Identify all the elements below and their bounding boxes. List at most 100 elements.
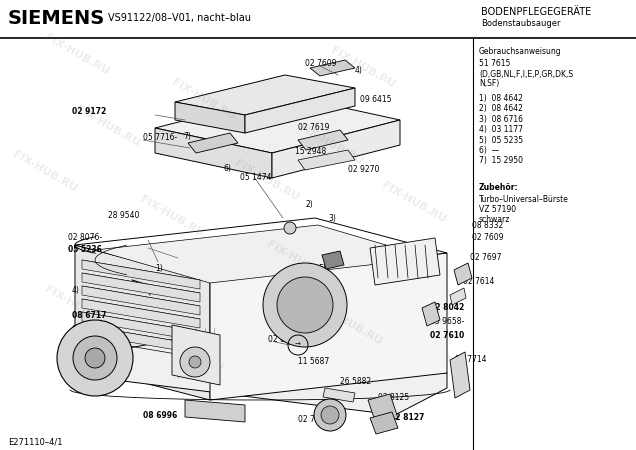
Text: 02 9172: 02 9172 bbox=[72, 108, 106, 117]
Text: 11 5687: 11 5687 bbox=[298, 357, 329, 366]
Text: 5)  05 5235: 5) 05 5235 bbox=[479, 135, 523, 144]
Text: 6): 6) bbox=[224, 163, 232, 172]
Circle shape bbox=[189, 356, 201, 368]
Text: 5): 5) bbox=[318, 264, 326, 273]
Circle shape bbox=[277, 277, 333, 333]
Text: 02 7606: 02 7606 bbox=[298, 415, 329, 424]
Text: E271110–4/1: E271110–4/1 bbox=[8, 437, 62, 446]
Polygon shape bbox=[450, 352, 470, 398]
Polygon shape bbox=[188, 133, 238, 153]
Text: 05 7716-: 05 7716- bbox=[143, 132, 177, 141]
Text: 1): 1) bbox=[155, 264, 163, 273]
Text: FIX-HUB.RU: FIX-HUB.RU bbox=[297, 122, 364, 166]
Text: FIX-HUB.RU: FIX-HUB.RU bbox=[316, 302, 384, 346]
Polygon shape bbox=[155, 128, 272, 178]
Polygon shape bbox=[82, 286, 200, 315]
Polygon shape bbox=[75, 218, 447, 280]
Polygon shape bbox=[82, 299, 200, 328]
Text: 02 7609: 02 7609 bbox=[472, 234, 504, 243]
Text: 09 6415: 09 6415 bbox=[360, 95, 392, 104]
Polygon shape bbox=[310, 60, 355, 76]
Polygon shape bbox=[370, 412, 398, 434]
Circle shape bbox=[85, 348, 105, 368]
Text: 3): 3) bbox=[328, 213, 336, 222]
Text: 02 6213: 02 6213 bbox=[268, 336, 300, 345]
Polygon shape bbox=[368, 394, 398, 424]
Text: 28 9540: 28 9540 bbox=[108, 211, 139, 220]
Polygon shape bbox=[185, 400, 245, 422]
Text: 02 8127: 02 8127 bbox=[390, 414, 424, 423]
Polygon shape bbox=[155, 95, 400, 153]
Text: 02 8042: 02 8042 bbox=[430, 303, 464, 312]
Text: 05 9658-: 05 9658- bbox=[430, 318, 464, 327]
Text: 02 9270: 02 9270 bbox=[348, 166, 380, 175]
Text: FIX-HUB.RU: FIX-HUB.RU bbox=[43, 284, 110, 328]
Circle shape bbox=[284, 222, 296, 234]
Text: 08 6996: 08 6996 bbox=[143, 410, 177, 419]
Text: VZ 57190: VZ 57190 bbox=[479, 205, 516, 214]
Text: 08 6717: 08 6717 bbox=[72, 310, 106, 320]
Polygon shape bbox=[245, 88, 355, 133]
Text: 02 7697: 02 7697 bbox=[470, 253, 502, 262]
Polygon shape bbox=[298, 130, 348, 150]
Text: FIX-HUB.RU: FIX-HUB.RU bbox=[43, 32, 110, 76]
Text: Zubehör:: Zubehör: bbox=[479, 183, 518, 192]
Polygon shape bbox=[272, 120, 400, 178]
Polygon shape bbox=[323, 388, 355, 402]
Circle shape bbox=[73, 336, 117, 380]
Polygon shape bbox=[172, 325, 220, 385]
Polygon shape bbox=[82, 325, 200, 354]
Text: 3)  08 6716: 3) 08 6716 bbox=[479, 115, 523, 124]
Text: 02 8218: 02 8218 bbox=[72, 325, 106, 334]
Polygon shape bbox=[95, 225, 430, 283]
Text: FIX-HUB.RU: FIX-HUB.RU bbox=[138, 194, 205, 238]
Text: 4): 4) bbox=[355, 67, 363, 76]
Circle shape bbox=[57, 320, 133, 396]
Text: Turbo–Universal–Bürste: Turbo–Universal–Bürste bbox=[479, 195, 569, 204]
Text: VS91122/08–V01, nacht–blau: VS91122/08–V01, nacht–blau bbox=[108, 13, 251, 23]
Text: FIX-HUB.RU: FIX-HUB.RU bbox=[329, 45, 396, 90]
Text: 15 2948: 15 2948 bbox=[295, 148, 326, 157]
Text: 6)  —: 6) — bbox=[479, 146, 499, 155]
Text: FIX-HUB.RU: FIX-HUB.RU bbox=[74, 104, 142, 148]
Circle shape bbox=[180, 347, 210, 377]
Polygon shape bbox=[82, 273, 200, 302]
Text: FIX-HUB.RU: FIX-HUB.RU bbox=[170, 76, 237, 122]
Text: FIX-HUB.RU: FIX-HUB.RU bbox=[11, 148, 78, 194]
Text: 02 8125: 02 8125 bbox=[378, 392, 409, 401]
Text: 05 1474: 05 1474 bbox=[240, 174, 272, 183]
Text: 1)  08 4642: 1) 08 4642 bbox=[479, 94, 523, 103]
Polygon shape bbox=[370, 238, 440, 285]
Text: 02 7619: 02 7619 bbox=[298, 122, 329, 131]
Polygon shape bbox=[450, 288, 466, 305]
Text: 08 8332: 08 8332 bbox=[472, 220, 503, 230]
Text: 51 7615: 51 7615 bbox=[479, 58, 510, 68]
Text: 05 7714: 05 7714 bbox=[455, 356, 487, 364]
Polygon shape bbox=[175, 102, 245, 133]
Polygon shape bbox=[210, 253, 447, 400]
Text: 2)  08 4642: 2) 08 4642 bbox=[479, 104, 523, 113]
Text: 7): 7) bbox=[183, 132, 191, 141]
Text: FIX-HUB.RU: FIX-HUB.RU bbox=[265, 238, 333, 284]
Text: (D,GB,NL,F,I,E,P,GR,DK,S: (D,GB,NL,F,I,E,P,GR,DK,S bbox=[479, 69, 573, 78]
Text: 4)  03 1177: 4) 03 1177 bbox=[479, 125, 523, 134]
Text: N,SF): N,SF) bbox=[479, 79, 499, 88]
Text: 05 5232: 05 5232 bbox=[88, 381, 120, 390]
Text: 7)  15 2950: 7) 15 2950 bbox=[479, 157, 523, 166]
Polygon shape bbox=[422, 302, 440, 326]
Text: 4): 4) bbox=[72, 285, 80, 294]
Text: Gebrauchsanweisung: Gebrauchsanweisung bbox=[479, 48, 562, 57]
Text: 05 5236: 05 5236 bbox=[68, 246, 102, 255]
Text: 02 7610: 02 7610 bbox=[430, 332, 464, 341]
Text: BODENPFLEGEGERÄTE: BODENPFLEGEGERÄTE bbox=[481, 7, 591, 17]
Polygon shape bbox=[75, 333, 447, 415]
Circle shape bbox=[314, 399, 346, 431]
Text: 2): 2) bbox=[306, 201, 314, 210]
Text: →: → bbox=[295, 342, 301, 348]
Polygon shape bbox=[298, 150, 355, 170]
Polygon shape bbox=[75, 245, 210, 400]
Polygon shape bbox=[175, 75, 355, 115]
Circle shape bbox=[321, 406, 339, 424]
Text: 02 7614: 02 7614 bbox=[463, 278, 494, 287]
Text: 26 5882: 26 5882 bbox=[340, 378, 371, 387]
